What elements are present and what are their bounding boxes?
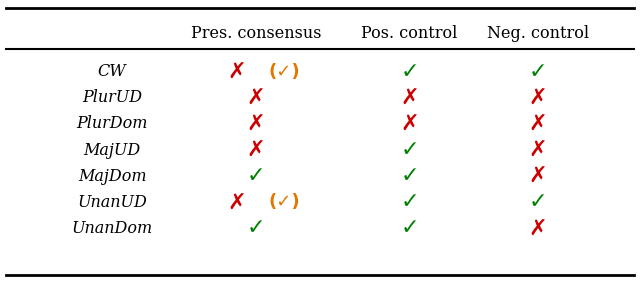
Text: ✗: ✗ — [400, 114, 419, 134]
Text: PlurUD: PlurUD — [82, 89, 142, 106]
Text: ✗: ✗ — [246, 88, 266, 108]
Text: ✗: ✗ — [246, 140, 266, 160]
Text: ✓: ✓ — [246, 166, 266, 186]
Text: MajDom: MajDom — [77, 168, 147, 185]
Text: ✗: ✗ — [227, 62, 246, 82]
Text: ✗: ✗ — [246, 114, 266, 134]
Text: ✓: ✓ — [400, 140, 419, 160]
Text: ✗: ✗ — [400, 88, 419, 108]
Text: Neg. control: Neg. control — [486, 25, 589, 42]
Text: ✗: ✗ — [528, 166, 547, 186]
Text: ✓: ✓ — [400, 192, 419, 212]
Text: (✓): (✓) — [269, 63, 301, 81]
Text: ✗: ✗ — [528, 114, 547, 134]
Text: ✓: ✓ — [400, 218, 419, 239]
Text: ✗: ✗ — [528, 218, 547, 239]
Text: UnanUD: UnanUD — [77, 194, 147, 211]
Text: ✓: ✓ — [400, 62, 419, 82]
Text: (✓): (✓) — [269, 193, 301, 211]
Text: Pos. control: Pos. control — [362, 25, 458, 42]
Text: ✗: ✗ — [528, 88, 547, 108]
Text: ✓: ✓ — [528, 192, 547, 212]
Text: ✓: ✓ — [400, 166, 419, 186]
Text: PlurDom: PlurDom — [76, 115, 148, 132]
Text: ✗: ✗ — [528, 140, 547, 160]
Text: MajUD: MajUD — [83, 142, 141, 158]
Text: Pres. consensus: Pres. consensus — [191, 25, 321, 42]
Text: CW: CW — [98, 63, 126, 80]
Text: ✗: ✗ — [227, 192, 246, 212]
Text: ✓: ✓ — [528, 62, 547, 82]
Text: ✓: ✓ — [246, 218, 266, 239]
Text: UnanDom: UnanDom — [72, 220, 152, 237]
